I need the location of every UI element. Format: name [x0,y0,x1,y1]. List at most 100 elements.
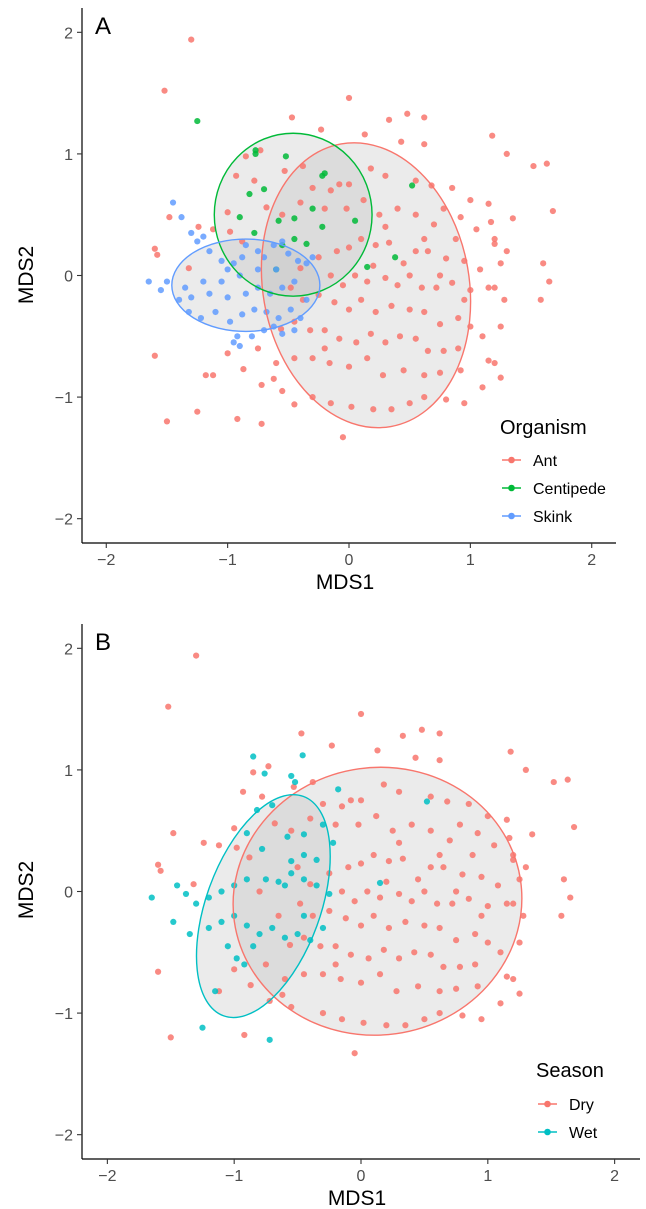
data-point [266,1036,273,1043]
data-point [364,355,371,362]
data-point [345,363,353,370]
data-point [570,823,578,831]
y-axis-title: MDS2 [15,246,38,304]
data-point [261,770,268,777]
y-tick-label: 1 [64,147,73,164]
data-point [275,878,282,885]
data-point [288,870,295,877]
data-point [370,262,377,269]
data-point [256,888,263,895]
data-point [379,372,387,379]
data-point [430,221,438,228]
x-axis-title: MDS1 [328,1187,386,1209]
data-point [385,858,392,865]
data-point [440,205,447,212]
data-point [327,187,334,194]
data-point [263,204,270,211]
data-point [394,282,401,289]
data-point [338,1016,346,1023]
data-point [484,939,491,946]
x-tick-label: −1 [225,1168,243,1185]
data-point [491,240,498,247]
legend-label-dry: Dry [569,1097,594,1114]
data-point [287,284,294,291]
data-point [345,244,353,251]
data-point [309,393,316,401]
data-point [382,172,389,179]
data-point [174,882,181,889]
data-point [427,951,434,958]
series-skink [145,199,316,350]
data-point [300,934,308,941]
y-tick-label: −1 [55,390,73,407]
data-point [271,820,278,827]
data-point [474,983,481,990]
series-wet [148,752,431,1043]
data-point [491,284,498,291]
data-point [351,1050,358,1057]
data-point [372,308,379,316]
data-point [193,900,200,907]
y-tick-label: −2 [55,1128,73,1145]
data-point [339,434,347,441]
data-point [385,116,393,123]
data-point [224,266,231,273]
data-point [370,406,377,413]
data-point [479,333,486,340]
data-point [465,895,472,902]
data-point [339,282,347,289]
data-point [309,254,316,261]
data-point [151,352,158,359]
data-point [239,788,247,795]
data-point [452,235,459,243]
data-point [402,1022,409,1029]
data-point [345,306,353,313]
data-point [370,851,377,859]
data-point [224,294,231,301]
y-tick-label: 0 [64,269,73,286]
data-point [254,345,262,352]
data-point [309,184,316,192]
data-point [218,278,225,285]
data-point [265,763,272,770]
data-point [474,830,481,837]
data-point [182,890,190,898]
legend-key-dot [544,1100,551,1108]
data-point [321,327,328,334]
data-point [449,184,456,192]
data-point [281,975,289,983]
data-point [242,290,249,297]
data-point [414,983,422,990]
data-point [489,132,496,139]
data-point [307,815,314,822]
data-point [279,238,286,245]
data-point [411,949,418,956]
data-point [507,748,514,755]
data-point [400,367,407,374]
data-point [252,150,259,158]
data-point [374,747,381,754]
data-point [433,284,440,291]
ellipse-outline-dry [232,766,523,1036]
data-point [478,873,485,881]
data-point [205,894,212,901]
data-point [279,284,286,291]
x-tick-label: 2 [587,552,596,569]
data-point [243,922,250,929]
data-point [380,946,387,953]
data-point [317,126,325,133]
data-point [151,245,158,252]
data-point [389,827,396,834]
data-point [388,406,395,413]
data-point [270,375,277,382]
data-point [382,223,389,230]
x-tick-label: 1 [466,552,475,569]
data-point [218,257,225,265]
data-point [453,985,460,992]
data-point [240,366,247,373]
legend-key-wet [538,1128,557,1136]
data-point [338,803,346,810]
data-point [503,150,510,158]
data-point [503,973,510,980]
data-point [459,871,466,878]
